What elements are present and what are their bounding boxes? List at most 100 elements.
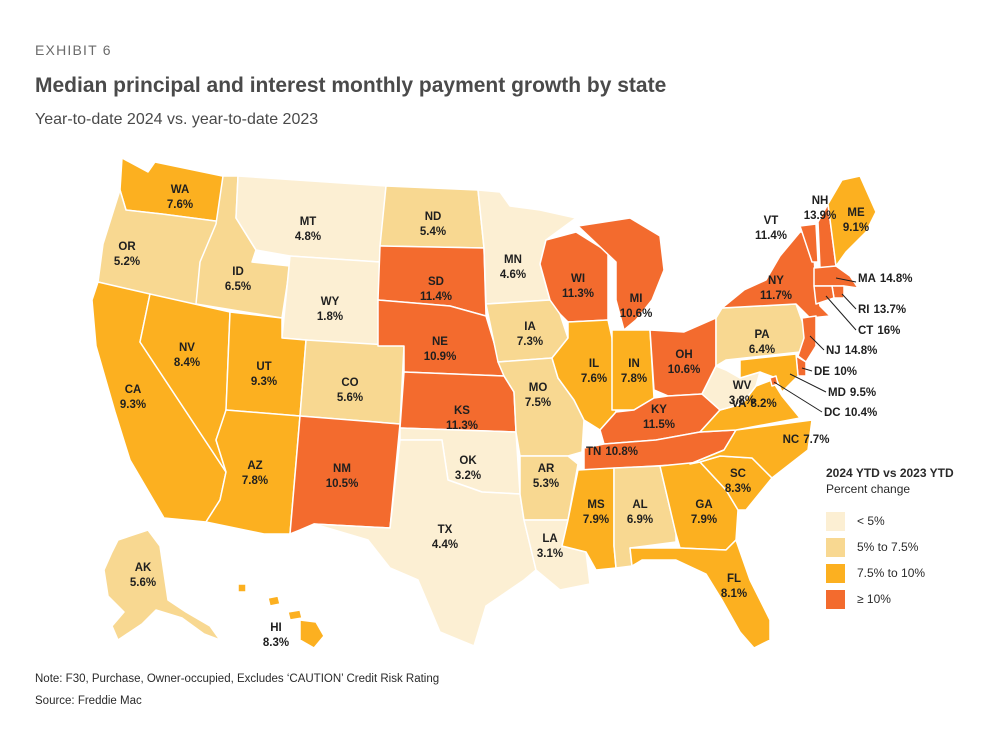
state-label-CA: CA bbox=[125, 384, 142, 396]
state-value-KS: 11.3% bbox=[446, 420, 478, 432]
state-label-DC: DC 10.4% bbox=[824, 407, 877, 419]
state-label-MT: MT bbox=[300, 216, 317, 228]
chart-subtitle: Year-to-date 2024 vs. year-to-date 2023 bbox=[35, 111, 319, 128]
state-label-LA: LA bbox=[542, 533, 557, 545]
state-DC[interactable] bbox=[769, 375, 779, 387]
state-label-WI: WI bbox=[571, 273, 585, 285]
state-label-NM: NM bbox=[333, 463, 351, 475]
state-value-MI: 10.6% bbox=[620, 308, 653, 320]
state-MA[interactable] bbox=[813, 265, 859, 289]
legend-swatch bbox=[826, 537, 845, 557]
state-label-FL: FL bbox=[727, 573, 741, 585]
leader-NJ bbox=[809, 335, 825, 351]
state-value-SD: 11.4% bbox=[420, 291, 452, 303]
legend-subtitle: Percent change bbox=[826, 482, 911, 496]
state-code-TN: TN bbox=[586, 446, 601, 458]
state-value-ME: 9.1% bbox=[843, 222, 869, 234]
state-value-NE: 10.9% bbox=[424, 351, 457, 363]
chart-title: Median principal and interest monthly pa… bbox=[35, 74, 667, 97]
state-code-RI: RI bbox=[858, 304, 870, 316]
state-value-RI: 13.7% bbox=[874, 304, 907, 316]
leader-MA bbox=[835, 277, 857, 283]
legend-label: 7.5% to 10% bbox=[857, 566, 926, 580]
legend-swatch bbox=[826, 511, 845, 531]
state-value-NV: 8.4% bbox=[174, 357, 200, 369]
state-value-CA: 9.3% bbox=[120, 399, 146, 411]
state-label-MS: MS bbox=[587, 499, 605, 511]
state-label-DE: DE 10% bbox=[814, 366, 857, 378]
state-value-AK: 5.6% bbox=[130, 577, 156, 589]
state-value-HI: 8.3% bbox=[263, 637, 289, 649]
state-label-NY: NY bbox=[768, 275, 784, 287]
state-label-SD: SD bbox=[428, 276, 444, 288]
legend: 2024 YTD vs 2023 YTD Percent change < 5%… bbox=[826, 466, 986, 612]
leader-RI bbox=[841, 293, 857, 310]
state-value-ID: 6.5% bbox=[225, 281, 251, 293]
state-IN[interactable] bbox=[611, 329, 655, 411]
state-value-WY: 1.8% bbox=[317, 311, 343, 323]
state-label-IN: IN bbox=[628, 358, 640, 370]
state-value-MO: 7.5% bbox=[525, 397, 551, 409]
legend-label: ≥ 10% bbox=[857, 592, 891, 606]
state-value-DC: 10.4% bbox=[845, 407, 878, 419]
state-label-WV: WV bbox=[733, 380, 752, 392]
state-NC[interactable] bbox=[689, 419, 813, 479]
state-IL[interactable] bbox=[551, 319, 617, 431]
state-label-RI: RI 13.7% bbox=[858, 304, 906, 316]
state-label-IA: IA bbox=[524, 321, 536, 333]
legend-item-ge10: ≥ 10% bbox=[826, 586, 986, 612]
state-label-ID: ID bbox=[232, 266, 244, 278]
state-VT[interactable] bbox=[799, 223, 819, 263]
state-value-CO: 5.6% bbox=[337, 392, 363, 404]
leader-MD bbox=[789, 373, 827, 393]
state-value-NH: 13.9% bbox=[804, 210, 837, 222]
state-MI[interactable] bbox=[577, 217, 665, 331]
state-value-TX: 4.4% bbox=[432, 539, 458, 551]
state-FL[interactable] bbox=[629, 539, 771, 649]
state-label-NH: NH bbox=[812, 195, 829, 207]
state-value-NY: 11.7% bbox=[760, 290, 792, 302]
state-label-UT: UT bbox=[256, 361, 271, 373]
state-HI[interactable] bbox=[237, 583, 325, 649]
state-value-OK: 3.2% bbox=[455, 470, 481, 482]
state-label-CO: CO bbox=[341, 377, 358, 389]
legend-item-5to75: 5% to 7.5% bbox=[826, 534, 986, 560]
state-label-VT: VT bbox=[764, 215, 779, 227]
state-AK[interactable] bbox=[103, 529, 221, 641]
state-label-KY: KY bbox=[651, 404, 667, 416]
state-code-VA: VA bbox=[731, 398, 746, 410]
state-label-MN: MN bbox=[504, 254, 522, 266]
state-ME[interactable] bbox=[827, 175, 877, 267]
state-label-AK: AK bbox=[135, 562, 152, 574]
state-value-MD: 9.5% bbox=[850, 387, 876, 399]
leader-CT bbox=[825, 295, 857, 331]
legend-swatch bbox=[826, 563, 845, 583]
state-label-WA: WA bbox=[171, 184, 190, 196]
state-NM[interactable] bbox=[289, 415, 401, 535]
state-value-IL: 7.6% bbox=[581, 373, 607, 385]
state-label-NC: NC 7.7% bbox=[783, 434, 830, 446]
state-code-MD: MD bbox=[828, 387, 846, 399]
state-value-WA: 7.6% bbox=[167, 199, 193, 211]
state-label-SC: SC bbox=[730, 468, 746, 480]
state-value-AL: 6.9% bbox=[627, 514, 653, 526]
state-label-GA: GA bbox=[695, 499, 712, 511]
state-label-MO: MO bbox=[529, 382, 548, 394]
state-label-NE: NE bbox=[432, 336, 448, 348]
state-value-VA: 8.2% bbox=[750, 398, 776, 410]
state-label-NV: NV bbox=[179, 342, 195, 354]
source-line: Source: Freddie Mac bbox=[35, 695, 142, 707]
state-value-AZ: 7.8% bbox=[242, 475, 268, 487]
state-value-MS: 7.9% bbox=[583, 514, 609, 526]
state-value-OR: 5.2% bbox=[114, 256, 140, 268]
state-label-VA: VA 8.2% bbox=[731, 398, 776, 410]
state-label-OK: OK bbox=[459, 455, 477, 467]
leader-DE bbox=[801, 367, 813, 372]
state-TX[interactable] bbox=[313, 439, 537, 647]
exhibit-label: EXHIBIT 6 bbox=[35, 42, 112, 58]
legend-label: < 5% bbox=[857, 514, 885, 528]
legend-swatch bbox=[826, 589, 845, 609]
state-label-TN: TN 10.8% bbox=[586, 446, 638, 458]
state-value-DE: 10% bbox=[834, 366, 857, 378]
state-value-LA: 3.1% bbox=[537, 548, 563, 560]
